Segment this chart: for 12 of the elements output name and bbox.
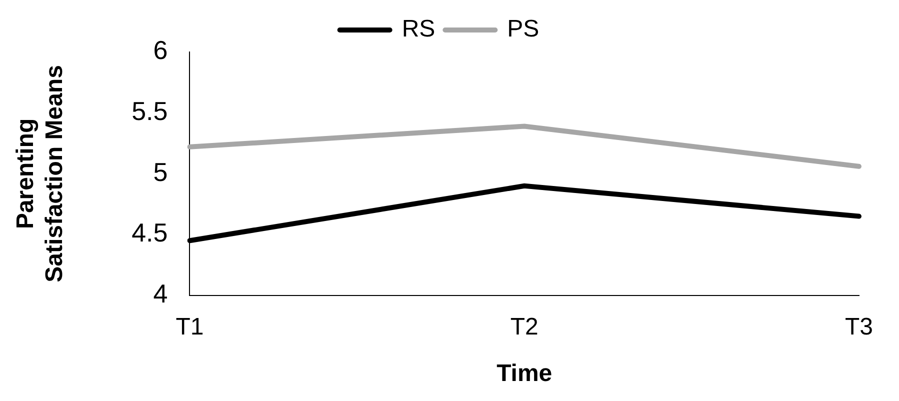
x-tick-label: T1 [176, 313, 204, 340]
y-tick-label: 4.5 [132, 218, 168, 248]
y-tick-label: 5.5 [132, 96, 168, 126]
x-tick-label: T2 [510, 313, 538, 340]
legend-label: PS [507, 16, 540, 43]
y-tick-label: 4 [153, 278, 168, 309]
x-tick-label: T3 [844, 313, 874, 340]
y-axis-title: Parenting Satisfaction Means [12, 64, 68, 282]
y-tick-label: 6 [153, 35, 168, 66]
x-axis-title: Time [496, 360, 552, 388]
y-tick-label: 5 [153, 156, 168, 187]
legend-label: RS [402, 16, 436, 43]
